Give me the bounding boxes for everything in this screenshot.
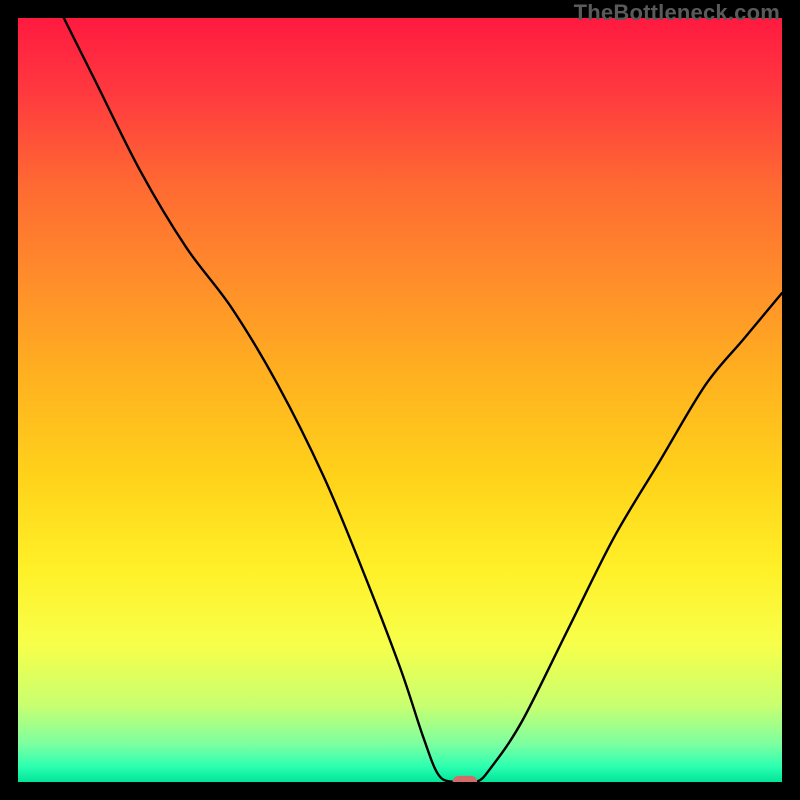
chart-frame: TheBottleneck.com [0, 0, 800, 800]
chart-svg [18, 18, 782, 782]
plot-area [18, 18, 782, 782]
watermark-text: TheBottleneck.com [574, 0, 780, 26]
optimal-marker [453, 776, 477, 782]
